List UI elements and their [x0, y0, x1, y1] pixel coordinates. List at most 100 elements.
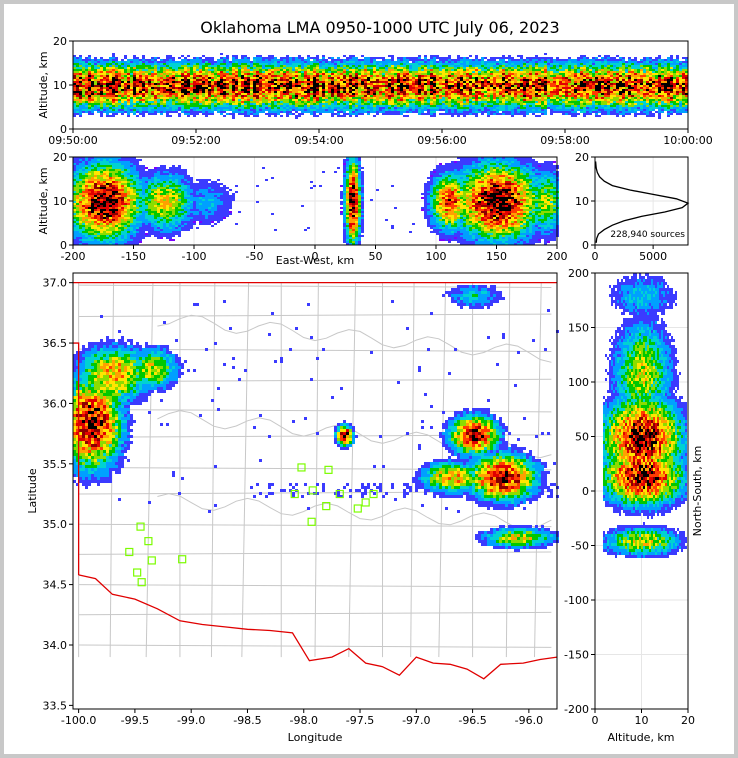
density-cell — [391, 113, 394, 115]
density-cell — [289, 111, 292, 113]
density-cell — [274, 113, 277, 115]
density-cell — [442, 75, 445, 77]
density-cell — [556, 81, 559, 83]
density-cell — [133, 81, 136, 83]
density-cell — [529, 59, 532, 61]
density-cell — [493, 71, 496, 73]
density-cell — [205, 81, 208, 83]
density-cell — [145, 101, 148, 103]
density-cell — [427, 93, 430, 95]
density-cell — [145, 79, 148, 81]
density-cell — [145, 109, 148, 111]
density-cell — [388, 97, 391, 99]
density-cell — [496, 99, 499, 101]
density-cell — [295, 81, 298, 83]
density-cell — [247, 65, 250, 67]
density-cell — [337, 69, 340, 71]
density-cell — [274, 109, 277, 111]
density-cell — [187, 113, 190, 115]
density-cell — [388, 77, 391, 79]
density-cell — [346, 87, 349, 89]
density-cell — [127, 99, 130, 101]
density-cell — [517, 89, 520, 91]
density-cell — [532, 93, 535, 95]
density-cell — [220, 83, 223, 85]
density-cell — [241, 107, 244, 109]
density-cell — [343, 75, 346, 77]
density-cell — [541, 81, 544, 83]
density-cell — [502, 95, 505, 97]
density-cell — [523, 67, 526, 69]
density-cell — [319, 93, 322, 95]
density-cell — [184, 65, 187, 67]
density-cell — [550, 75, 553, 77]
density-cell — [142, 83, 145, 85]
density-cell — [301, 111, 304, 113]
density-cell — [115, 71, 118, 73]
density-cell — [544, 73, 547, 75]
density-cell — [367, 83, 370, 85]
density-cell — [331, 107, 334, 109]
density-cell — [355, 77, 358, 79]
density-cell — [256, 67, 259, 69]
density-cell — [253, 75, 256, 77]
density-cell — [499, 113, 502, 115]
density-cell — [145, 85, 148, 87]
density-cell — [115, 57, 118, 59]
density-cell — [343, 95, 346, 97]
density-cell — [103, 69, 106, 71]
density-cell — [427, 99, 430, 101]
density-cell — [325, 61, 328, 63]
density-cell — [466, 93, 469, 95]
density-cell — [160, 97, 163, 99]
density-cell — [73, 91, 76, 93]
density-cell — [118, 77, 121, 79]
density-cell — [109, 75, 112, 77]
density-cell — [295, 63, 298, 65]
density-cell — [280, 93, 283, 95]
density-cell — [568, 71, 571, 73]
density-cell — [226, 85, 229, 87]
density-cell — [376, 99, 379, 101]
density-cell — [583, 79, 586, 81]
density-cell — [133, 101, 136, 103]
density-cell — [436, 81, 439, 83]
density-cell — [463, 57, 466, 59]
density-cell — [262, 91, 265, 93]
density-cell — [559, 97, 562, 99]
density-cell — [541, 89, 544, 91]
density-cell — [217, 105, 220, 107]
density-cell — [499, 59, 502, 61]
density-cell — [520, 55, 523, 57]
density-cell — [130, 79, 133, 81]
density-cell — [553, 99, 556, 101]
density-cell — [127, 69, 130, 71]
density-cell — [253, 63, 256, 65]
density-cell — [457, 113, 460, 115]
density-cell — [517, 109, 520, 111]
density-cell — [232, 107, 235, 109]
density-cell — [373, 85, 376, 87]
density-cell — [298, 81, 301, 83]
density-cell — [319, 79, 322, 81]
density-cell — [298, 109, 301, 111]
density-cell — [187, 81, 190, 83]
density-cell — [433, 115, 436, 117]
density-cell — [256, 83, 259, 85]
density-cell — [337, 99, 340, 101]
density-cell — [394, 81, 397, 83]
density-cell — [502, 61, 505, 63]
density-cell — [313, 93, 316, 95]
density-cell — [328, 79, 331, 81]
density-cell — [343, 99, 346, 101]
density-cell — [463, 101, 466, 103]
density-cell — [418, 87, 421, 89]
density-cell — [307, 67, 310, 69]
density-cell — [100, 91, 103, 93]
density-cell — [385, 65, 388, 67]
density-cell — [328, 109, 331, 111]
density-cell — [286, 109, 289, 111]
density-cell — [454, 75, 457, 77]
density-cell — [568, 57, 571, 59]
density-cell — [145, 105, 148, 107]
